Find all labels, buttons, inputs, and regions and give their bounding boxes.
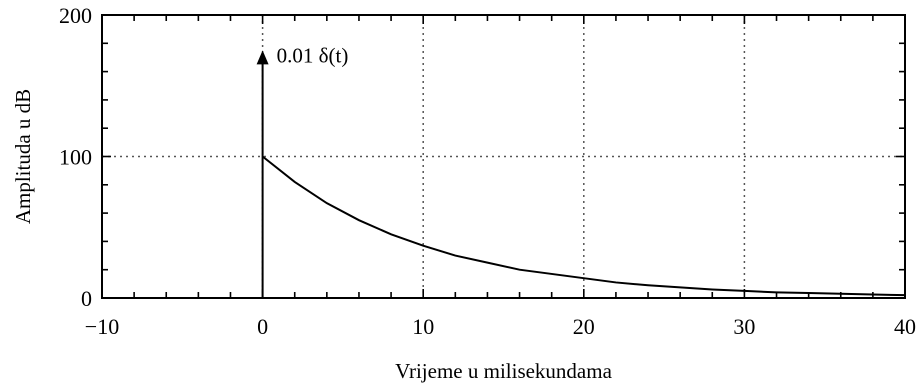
x-tick-label: 30 [733,314,755,339]
x-axis-label: Vrijeme u milisekundama [395,359,613,383]
x-tick-labels: −10 0 10 20 30 40 [85,314,916,339]
x-tick-label: 10 [412,314,434,339]
y-tick-label: 0 [81,286,92,311]
y-axis-label: Amplituda u dB [11,89,35,224]
impulse-annotation: 0.01 δ(t) [277,43,349,67]
impulse-arrowhead [256,50,269,65]
y-tick-label: 200 [59,3,92,28]
y-tick-labels: 0 100 200 [59,3,92,311]
decay-curve-series [261,155,906,297]
x-tick-label: 0 [257,314,268,339]
x-tick-label: 40 [894,314,916,339]
x-tick-label: −10 [85,314,119,339]
x-tick-label: 20 [573,314,595,339]
y-tick-label: 100 [59,145,92,170]
gridlines [102,15,905,298]
